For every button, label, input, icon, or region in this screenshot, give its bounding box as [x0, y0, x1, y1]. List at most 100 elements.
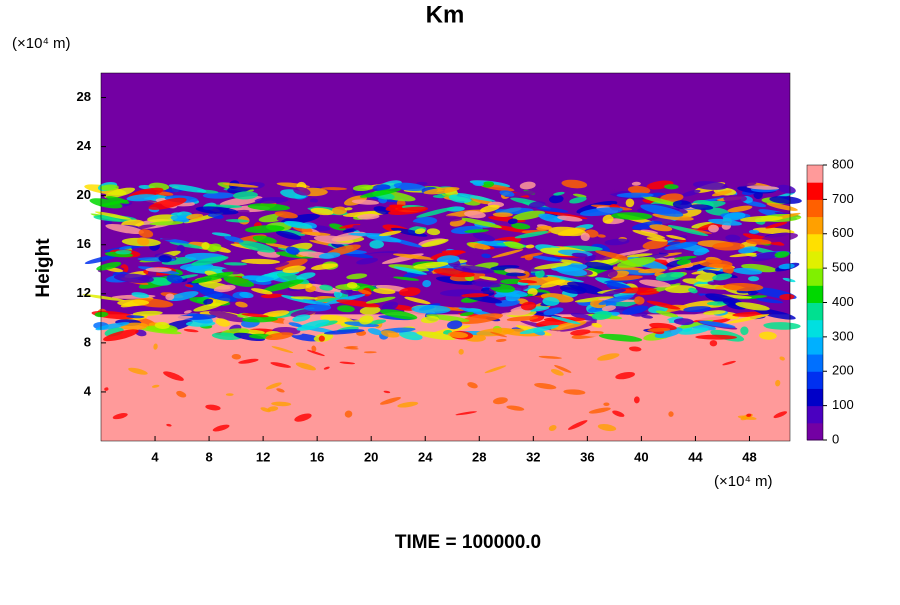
field-texture [357, 289, 372, 295]
colorbar-swatch [807, 405, 823, 424]
field-texture [543, 307, 564, 316]
field-texture [507, 218, 518, 225]
field-texture [151, 384, 160, 388]
field-texture [296, 319, 330, 331]
field-texture [184, 284, 194, 288]
x-tick-label: 12 [256, 449, 270, 464]
field-texture [519, 181, 536, 190]
field-texture [132, 310, 163, 316]
field-texture [310, 263, 338, 270]
field-texture [681, 189, 701, 197]
x-tick-label: 32 [526, 449, 540, 464]
field-texture [492, 212, 513, 217]
field-texture [490, 331, 508, 338]
field-texture [588, 407, 611, 414]
field-texture [441, 250, 466, 254]
field-texture [291, 333, 321, 342]
field-texture [398, 287, 421, 297]
field-texture [94, 311, 109, 318]
field-texture [379, 230, 402, 237]
field-texture [517, 279, 538, 284]
field-texture [456, 192, 496, 202]
field-texture [303, 304, 332, 312]
field-texture [215, 318, 230, 327]
field-texture [245, 225, 285, 233]
field-texture [775, 379, 781, 387]
field-texture [459, 312, 474, 317]
field-texture [464, 229, 489, 233]
field-texture [344, 410, 353, 418]
field-texture [161, 256, 197, 265]
field-texture [342, 228, 359, 233]
field-texture [282, 265, 306, 274]
field-texture [580, 232, 590, 242]
field-texture [170, 212, 182, 216]
field-texture [274, 211, 298, 219]
field-texture [404, 296, 431, 305]
field-texture [602, 188, 624, 195]
field-texture [595, 250, 634, 262]
y-tick-label: 20 [77, 187, 91, 202]
field-texture [520, 301, 537, 311]
field-texture [251, 288, 273, 295]
field-texture [782, 277, 796, 283]
field-texture [117, 299, 150, 307]
y-tick-label: 4 [84, 383, 92, 398]
field-texture [660, 193, 684, 203]
field-texture [778, 263, 795, 270]
field-texture [337, 305, 355, 313]
field-texture [423, 187, 460, 195]
field-texture [455, 411, 477, 416]
field-texture [613, 287, 657, 294]
field-texture [638, 268, 666, 274]
field-texture [748, 229, 760, 234]
x-tick-label: 28 [472, 449, 486, 464]
field-texture [113, 273, 154, 283]
field-texture [285, 246, 300, 255]
field-texture [206, 243, 222, 253]
field-texture [649, 224, 673, 232]
field-texture [779, 293, 795, 300]
field-texture [740, 326, 749, 336]
field-texture [352, 184, 374, 192]
field-texture [709, 340, 718, 347]
colorbar-swatch [807, 199, 823, 218]
field-texture [472, 232, 495, 242]
field-texture [553, 191, 565, 196]
field-texture [239, 291, 254, 299]
field-texture [774, 251, 790, 258]
field-texture [631, 221, 663, 230]
field-texture [207, 213, 223, 218]
field-texture [664, 241, 698, 251]
field-texture [692, 181, 728, 190]
field-texture [380, 330, 400, 338]
field-texture [480, 204, 500, 213]
field-texture [369, 319, 387, 325]
field-texture [375, 284, 409, 292]
field-texture [688, 287, 698, 294]
field-texture [93, 214, 137, 222]
field-texture [746, 413, 752, 417]
field-texture [183, 329, 199, 333]
field-texture [511, 222, 531, 230]
field-texture [754, 308, 796, 320]
field-texture [597, 423, 617, 432]
field-texture [191, 271, 234, 284]
field-texture [640, 195, 682, 207]
field-texture [727, 205, 753, 213]
field-texture [293, 186, 311, 196]
field-texture [224, 235, 244, 243]
field-texture [422, 279, 432, 288]
field-texture [278, 229, 306, 236]
field-texture [153, 343, 158, 350]
field-texture [622, 305, 649, 315]
field-texture [149, 221, 184, 226]
field-texture [150, 315, 194, 321]
field-texture [311, 345, 317, 352]
field-texture [118, 245, 132, 250]
colorbar-swatch [807, 422, 823, 441]
field-texture [695, 283, 734, 290]
field-texture [359, 315, 374, 325]
field-texture [468, 242, 491, 250]
field-texture [673, 318, 694, 326]
